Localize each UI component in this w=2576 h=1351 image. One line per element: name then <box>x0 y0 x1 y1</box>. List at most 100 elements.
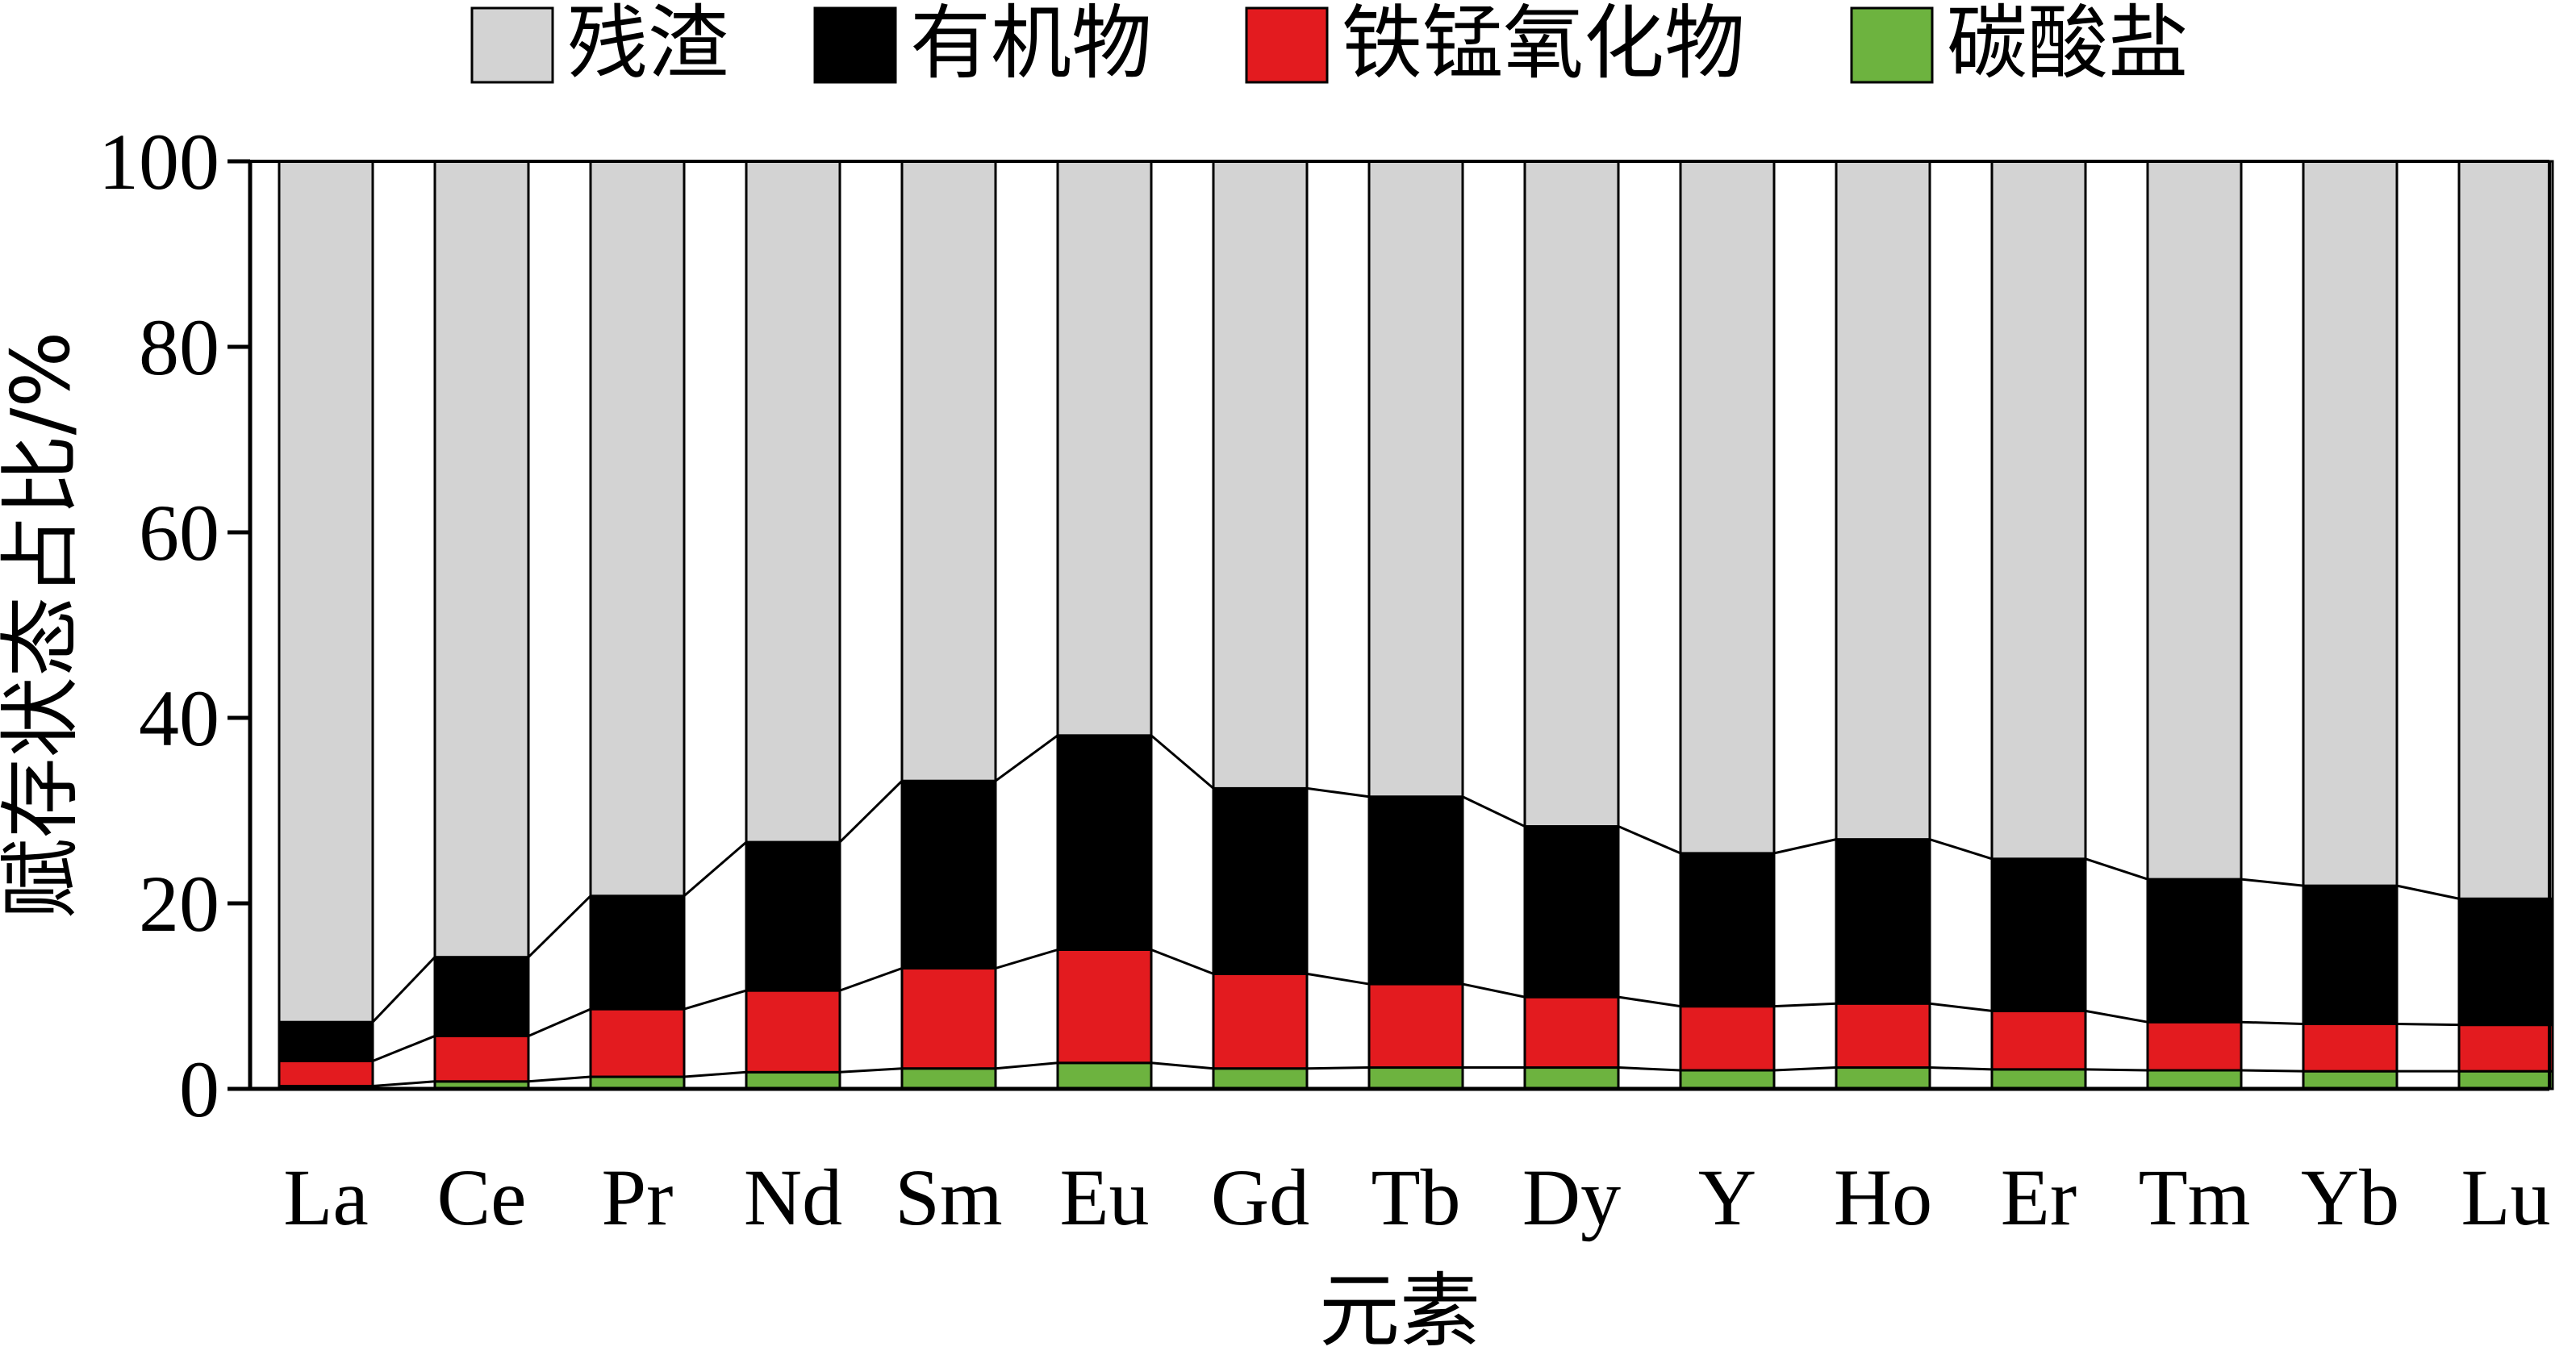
legend-swatch <box>1245 6 1329 84</box>
x-category-label: Ho <box>1834 1153 1932 1242</box>
connector-line <box>839 1067 903 1074</box>
x-category-label: Y <box>1698 1153 1756 1242</box>
bar-segment-Yb-1 <box>2302 1023 2399 1073</box>
connector-line <box>2396 884 2460 900</box>
bar-segment-Ho-3 <box>1835 160 1931 841</box>
connector-line <box>2240 1069 2304 1073</box>
axes <box>248 160 2551 1091</box>
x-category-label: Tm <box>2139 1153 2251 1242</box>
legend-label: 残渣 <box>567 0 729 90</box>
connector-line <box>1929 838 1993 861</box>
x-category-label: Eu <box>1059 1153 1149 1242</box>
connector-line <box>1773 1066 1837 1072</box>
bar-segment-Tb-2 <box>1367 795 1464 986</box>
connector-line <box>1618 995 1681 1008</box>
y-tick-label: 100 <box>98 117 219 206</box>
bar-segment-Lu-0 <box>2457 1070 2554 1090</box>
bar-segment-Gd-0 <box>1212 1067 1309 1090</box>
bar-segment-Ce-3 <box>433 160 530 959</box>
bar-segment-Ho-2 <box>1835 838 1931 1005</box>
connector-line <box>528 1075 591 1083</box>
connector-line <box>1618 825 1681 855</box>
connector-line <box>1150 1061 1214 1070</box>
x-category-labels: La Ce Pr Nd Sm Eu Gd Tb Dy Y Ho Er Tm Yb Lu <box>283 1153 2550 1242</box>
connector-line <box>2085 1009 2148 1024</box>
connector-line <box>2396 1023 2460 1027</box>
bar-segment-Sm-2 <box>900 779 997 970</box>
connector-line <box>1773 838 1837 855</box>
legend-label: 有机物 <box>910 0 1152 90</box>
bar-segment-Y-0 <box>1679 1069 1776 1090</box>
x-category-label: Ce <box>436 1153 526 1242</box>
bar-segment-Tb-3 <box>1367 160 1464 799</box>
connector-line <box>527 894 592 958</box>
connector-line <box>1773 1002 1837 1008</box>
bar-segment-Lu-2 <box>2457 897 2554 1027</box>
bar-segment-Sm-0 <box>900 1067 997 1090</box>
x-category-label: Er <box>2001 1153 2077 1242</box>
y-tick-label: 20 <box>139 859 219 949</box>
legend-swatch <box>813 6 897 84</box>
x-category-label: Lu <box>2461 1153 2550 1242</box>
bar-segment-Ce-2 <box>433 956 530 1037</box>
bar-segment-Ho-1 <box>1835 1002 1931 1070</box>
bar-segment-Pr-1 <box>589 1007 686 1078</box>
x-category-label: Nd <box>744 1153 842 1242</box>
connector-line <box>683 989 747 1011</box>
connector-line <box>995 1061 1058 1070</box>
y-tick-label: 60 <box>139 488 219 578</box>
bar-segment-Tm-0 <box>2146 1069 2243 1090</box>
connector-line <box>2240 878 2304 887</box>
connector-line <box>1929 1002 1993 1012</box>
bar-segment-Ho-0 <box>1835 1066 1931 1090</box>
bar-segment-Lu-3 <box>2457 160 2554 900</box>
bar-segment-Nd-1 <box>745 989 841 1074</box>
legend-label: 铁锰氧化物 <box>1342 0 1745 90</box>
bar-segment-Pr-2 <box>589 894 686 1011</box>
connector-line <box>528 1007 591 1037</box>
bar-segment-Er-2 <box>1990 857 2087 1012</box>
bar-segment-Yb-0 <box>2302 1070 2399 1090</box>
connector-line <box>1150 949 1214 975</box>
y-tick-label: 0 <box>179 1045 219 1134</box>
connector-line <box>372 1035 436 1062</box>
bar-segment-Nd-0 <box>745 1070 841 1090</box>
bar-segment-Eu-1 <box>1056 949 1153 1065</box>
bar-segment-Eu-0 <box>1056 1061 1153 1090</box>
bar-segment-Tb-0 <box>1367 1066 1464 1090</box>
bar-segment-Lu-1 <box>2457 1024 2554 1073</box>
bar-segment-Pr-3 <box>589 160 686 898</box>
x-category-label: Gd <box>1211 1153 1309 1242</box>
bar-segment-La-3 <box>278 160 374 1024</box>
connector-line <box>372 1080 436 1088</box>
x-axis-title: 元素 <box>1319 1264 1480 1351</box>
bar-segment-Dy-1 <box>1523 995 1620 1070</box>
bar-segment-Y-3 <box>1679 160 1776 855</box>
connector-line <box>1306 786 1370 799</box>
legend-label: 碳酸盐 <box>1947 0 2189 90</box>
connector-line <box>1306 1066 1370 1070</box>
y-tick-label: 80 <box>139 302 219 392</box>
x-category-label: Tb <box>1371 1153 1460 1242</box>
bar-segment-Dy-3 <box>1523 160 1620 828</box>
bar-segment-Gd-2 <box>1212 786 1309 975</box>
y-tick-label: 40 <box>139 673 219 763</box>
connector-line <box>1306 972 1370 986</box>
connector-line <box>2085 857 2148 881</box>
connector-line <box>371 956 436 1024</box>
y-axis-title: 赋存状态占比/% <box>0 331 88 919</box>
connector-line <box>683 1070 747 1078</box>
connector-line <box>1150 734 1214 790</box>
bar-segment-La-1 <box>278 1060 374 1088</box>
connector-line <box>995 949 1058 969</box>
connector-line <box>1462 982 1526 999</box>
bar-segment-Dy-2 <box>1523 825 1620 999</box>
bar-segment-Dy-0 <box>1523 1066 1620 1090</box>
legend-swatch <box>470 6 554 84</box>
connector-line <box>995 734 1058 782</box>
bar-segment-Sm-3 <box>900 160 997 782</box>
bar-segment-Nd-3 <box>745 160 841 844</box>
bar-segment-Er-0 <box>1990 1068 2087 1090</box>
bar-segment-La-2 <box>278 1020 374 1062</box>
